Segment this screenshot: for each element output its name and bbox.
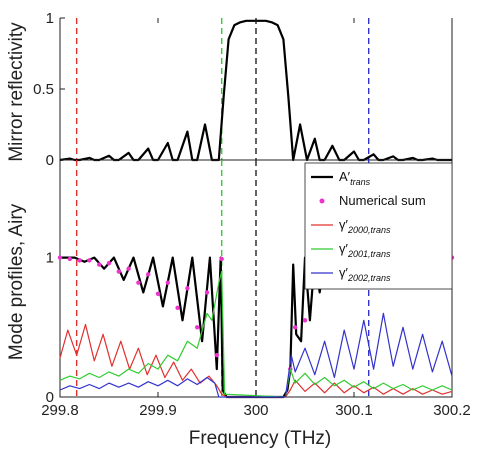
bottom-xtick-label-3: 300.1 bbox=[335, 402, 373, 419]
bottom-ytick-label-1: 1 bbox=[46, 250, 54, 267]
legend-label-4-subscript: 2002,trans bbox=[347, 273, 391, 283]
bottom-series-1-point-3 bbox=[87, 258, 92, 263]
top-panel-reflectivity: 00.51 bbox=[33, 10, 453, 169]
legend-marker-1 bbox=[319, 198, 325, 204]
bottom-series-3-line bbox=[59, 270, 453, 398]
bottom-series-1-point-19 bbox=[293, 325, 298, 330]
legend-label-0-subscript: trans bbox=[350, 177, 371, 187]
legend-label-2-subscript: 2000,trans bbox=[347, 225, 391, 235]
bottom-xtick-label-0: 299.8 bbox=[41, 402, 79, 419]
top-ytick-label-0: 0 bbox=[46, 152, 54, 169]
x-axis-label: Frequency (THz) bbox=[189, 428, 332, 449]
bottom-ylabel: Mode profiles, Airy bbox=[6, 203, 27, 360]
bottom-xtick-label-4: 300.2 bbox=[433, 402, 471, 419]
bottom-ytick-label-0: 0 bbox=[46, 389, 54, 406]
bottom-series-1-point-14 bbox=[195, 325, 200, 330]
bottom-series-1-point-1 bbox=[67, 256, 73, 262]
top-ytick-label-2: 1 bbox=[46, 10, 54, 27]
bottom-series-1-point-10 bbox=[155, 291, 161, 297]
legend-label-1: Numerical sum bbox=[339, 193, 426, 208]
bottom-series-1-point-0 bbox=[57, 255, 63, 260]
bottom-series-1-point-12 bbox=[175, 305, 180, 310]
bottom-series-1-point-8 bbox=[136, 280, 141, 285]
bottom-series-1-point-7 bbox=[126, 266, 131, 271]
bottom-series-1-point-2 bbox=[77, 258, 82, 263]
bottom-series-1-point-9 bbox=[146, 272, 151, 277]
bottom-series-1-point-17 bbox=[219, 256, 224, 262]
bottom-series-1-point-15 bbox=[204, 290, 210, 295]
bottom-series-2-line bbox=[59, 323, 453, 398]
bottom-series-1-point-13 bbox=[185, 286, 190, 291]
legend-box bbox=[304, 162, 453, 290]
bottom-xtick-label-1: 299.9 bbox=[139, 402, 177, 419]
bottom-series-1-point-6 bbox=[116, 269, 122, 274]
bottom-xtick-label-2: 300 bbox=[243, 402, 268, 419]
legend-label-3-subscript: 2001,trans bbox=[347, 249, 391, 259]
bottom-series-1-point-11 bbox=[165, 280, 170, 285]
bottom-series-4-line bbox=[59, 312, 453, 398]
bottom-series-1-point-5 bbox=[106, 260, 112, 266]
bottom-series-1-point-4 bbox=[97, 262, 102, 267]
bottom-panel-mode-profiles: 0 1 299.8 299.9 300 300.1 300.2 bbox=[41, 18, 471, 419]
bottom-series-1-point-20 bbox=[302, 318, 308, 323]
top-ytick-label-1: 0.5 bbox=[33, 81, 54, 98]
bottom-series-1-point-16 bbox=[214, 352, 219, 358]
top-ylabel: Mirror reflectivity bbox=[6, 22, 27, 162]
